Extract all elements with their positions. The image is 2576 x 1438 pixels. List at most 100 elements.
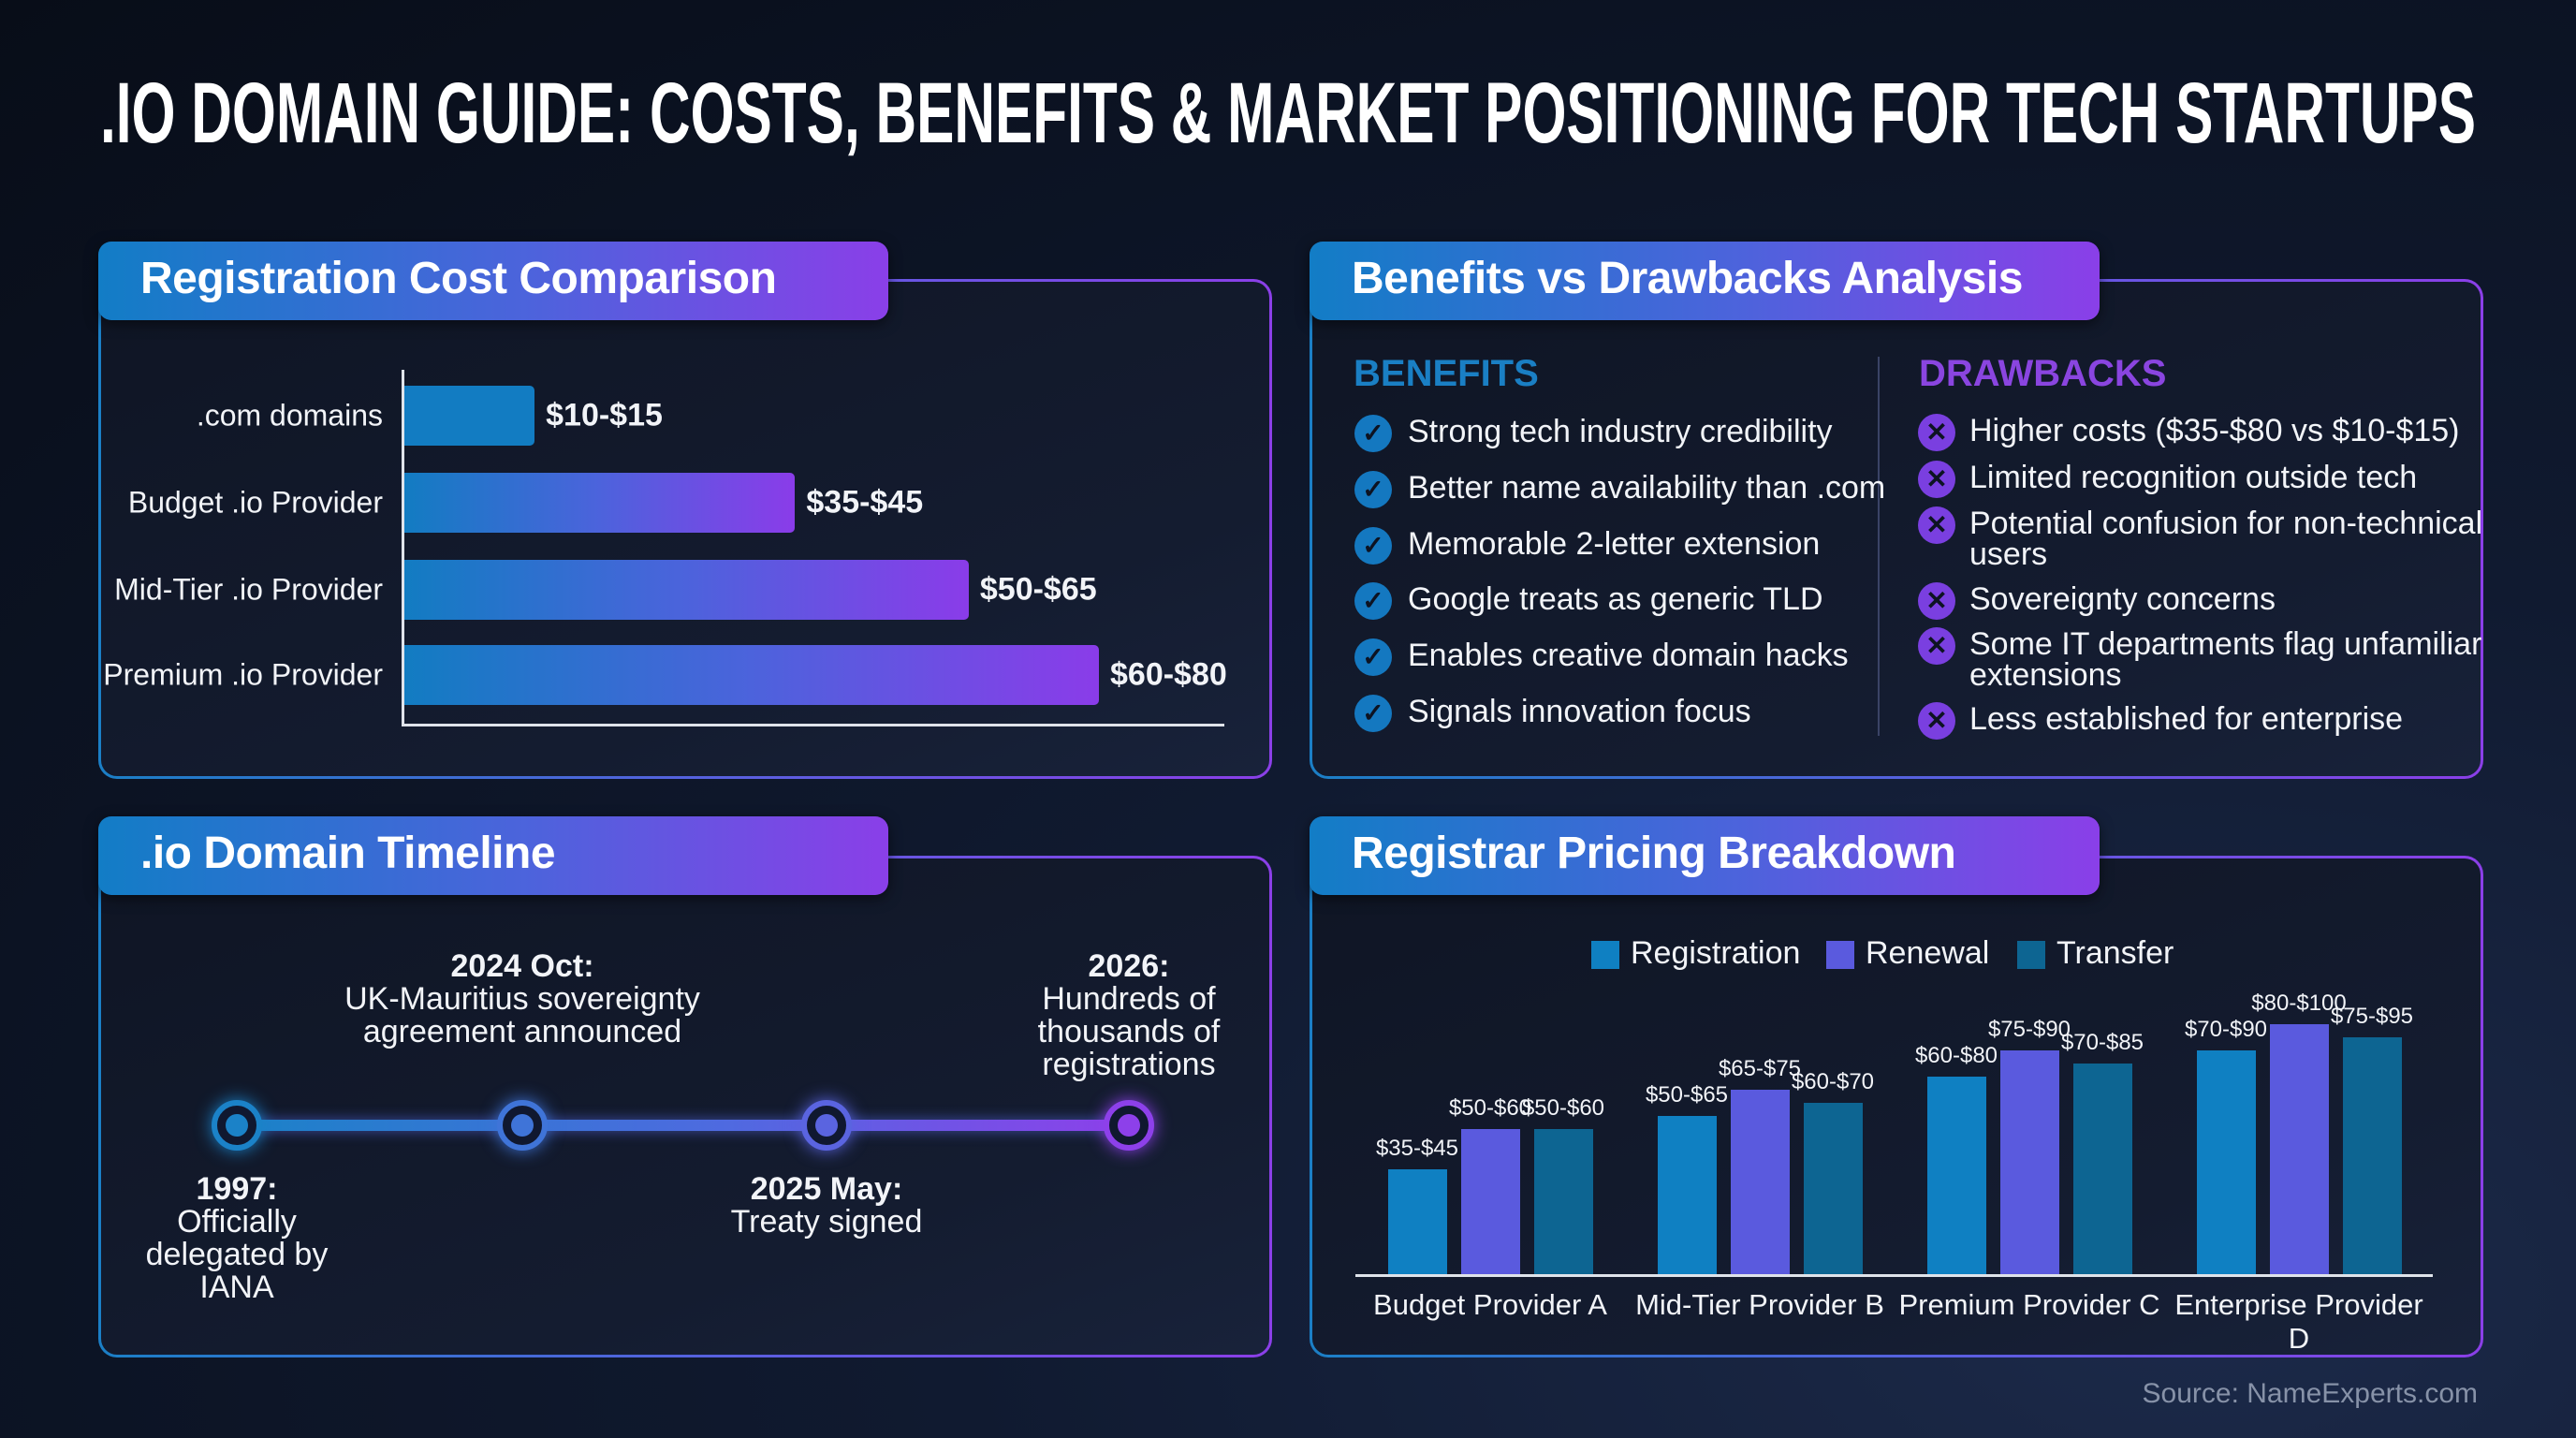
legend-swatch bbox=[2017, 941, 2045, 969]
benefits-heading: BENEFITS bbox=[1354, 353, 1539, 394]
price-bar bbox=[1388, 1168, 1447, 1274]
bar-category-label: .com domains bbox=[196, 398, 383, 433]
price-bar bbox=[1534, 1129, 1593, 1274]
timeline-event-text: UK-Mauritius sovereignty agreement annou… bbox=[344, 981, 700, 1049]
bar-value-label: $65-$75 bbox=[1718, 1056, 1802, 1082]
timeline-node bbox=[212, 1100, 262, 1151]
drawback-text: Some IT departments flag unfamiliar exte… bbox=[1969, 626, 2482, 693]
source-note: Source: NameExperts.com bbox=[2142, 1378, 2478, 1409]
column-divider bbox=[1878, 357, 1880, 736]
benefit-text: Memorable 2-letter extension bbox=[1408, 526, 1821, 562]
cost-bar bbox=[404, 386, 535, 446]
bar-category-label: Mid-Tier .io Provider bbox=[114, 572, 383, 607]
category-label: Premium Provider C bbox=[1898, 1288, 2160, 1321]
bar-value-label: $50-$65 bbox=[979, 571, 1097, 608]
bar-value-label: $50-$60 bbox=[1448, 1095, 1532, 1122]
benefits-panel-header: Benefits vs Drawbacks Analysis bbox=[1310, 242, 2100, 320]
check-circle-icon: ✓ bbox=[1354, 527, 1392, 565]
registrar-panel-title: Registrar Pricing Breakdown bbox=[1352, 829, 1956, 878]
drawback-text: Potential confusion for non-technical us… bbox=[1969, 506, 2483, 572]
x-circle-icon: ✕ bbox=[1918, 414, 1955, 451]
bar-value-label: $75-$95 bbox=[2330, 1004, 2414, 1030]
drawbacks-heading: DRAWBACKS bbox=[1919, 353, 2167, 394]
timeline-node-dot bbox=[511, 1114, 534, 1137]
price-bar bbox=[1804, 1103, 1863, 1274]
bar-value-label: $50-$65 bbox=[1645, 1082, 1729, 1108]
timeline-event: 2025 May: Treaty signed bbox=[630, 1173, 1023, 1239]
bar-value-label: $35-$45 bbox=[806, 484, 924, 521]
timeline-event: 2024 Oct: UK-Mauritius sovereignty agreem… bbox=[326, 950, 719, 1049]
drawback-text: Less established for enterprise bbox=[1969, 701, 2404, 737]
timeline-event: 1997: Officially delegated by IANA bbox=[40, 1173, 433, 1304]
timeline-node bbox=[1104, 1100, 1154, 1151]
cost-panel-title: Registration Cost Comparison bbox=[140, 254, 777, 303]
timeline-event-text: Hundreds of thousands of registrations bbox=[1037, 981, 1221, 1082]
price-bar bbox=[2270, 1024, 2329, 1274]
bar-value-label: $60-$70 bbox=[1791, 1069, 1875, 1095]
drawback-text: Sovereignty concerns bbox=[1969, 581, 2276, 617]
bar-category-label: Premium .io Provider bbox=[103, 657, 383, 692]
y-axis-line bbox=[402, 370, 404, 726]
x-circle-icon: ✕ bbox=[1918, 506, 1955, 544]
benefit-text: Signals innovation focus bbox=[1408, 694, 1751, 729]
price-bar bbox=[2197, 1050, 2256, 1274]
bar-value-label: $80-$100 bbox=[2251, 990, 2347, 1016]
price-bar bbox=[2073, 1064, 2132, 1274]
x-circle-icon: ✕ bbox=[1918, 461, 1955, 498]
timeline-panel-title: .io Domain Timeline bbox=[140, 829, 556, 878]
timeline-event-date: 1997: bbox=[196, 1171, 278, 1207]
price-bar bbox=[1658, 1116, 1717, 1274]
check-circle-icon: ✓ bbox=[1354, 471, 1392, 508]
bar-value-label: $60-$80 bbox=[1914, 1043, 1998, 1069]
check-circle-icon: ✓ bbox=[1354, 582, 1392, 620]
cost-panel-header: Registration Cost Comparison bbox=[98, 242, 888, 320]
page-title: .IO DOMAIN GUIDE: COSTS, BENEFITS & MARK… bbox=[100, 66, 2476, 161]
check-circle-icon: ✓ bbox=[1354, 415, 1392, 452]
price-bar bbox=[2000, 1050, 2059, 1274]
timeline-node-dot bbox=[226, 1114, 248, 1137]
bar-category-label: Budget .io Provider bbox=[127, 485, 383, 520]
bar-value-label: $75-$90 bbox=[1987, 1017, 2071, 1043]
category-label: Budget Provider A bbox=[1373, 1288, 1607, 1321]
timeline-event-date: 2024 Oct: bbox=[450, 948, 594, 984]
timeline-node-dot bbox=[815, 1114, 838, 1137]
bar-value-label: $35-$45 bbox=[1375, 1135, 1459, 1161]
price-bar bbox=[1461, 1129, 1520, 1274]
benefits-panel-title: Benefits vs Drawbacks Analysis bbox=[1352, 254, 2023, 303]
price-bar bbox=[1927, 1077, 1986, 1274]
x-axis-line bbox=[1355, 1274, 2433, 1277]
legend-label: Registration bbox=[1631, 935, 1801, 971]
timeline-event-date: 2025 May: bbox=[750, 1171, 903, 1207]
legend-label: Transfer bbox=[2056, 935, 2174, 971]
category-label: Enterprise Provider D bbox=[2174, 1288, 2423, 1355]
legend-swatch bbox=[1591, 941, 1619, 969]
benefit-text: Better name availability than .com bbox=[1408, 470, 1886, 506]
legend-swatch bbox=[1826, 941, 1854, 969]
x-circle-icon: ✕ bbox=[1918, 702, 1955, 740]
cost-bar bbox=[404, 473, 796, 533]
benefits-panel bbox=[1310, 279, 2483, 779]
drawback-text: Limited recognition outside tech bbox=[1969, 460, 2418, 495]
timeline-event-text: Treaty signed bbox=[730, 1204, 923, 1240]
cost-bar bbox=[404, 560, 969, 620]
drawback-text: Higher costs ($35-$80 vs $10-$15) bbox=[1969, 413, 2460, 448]
x-axis-line bbox=[402, 724, 1224, 726]
bar-value-label: $70-$85 bbox=[2060, 1030, 2144, 1056]
timeline-node-dot bbox=[1118, 1114, 1140, 1137]
timeline-node bbox=[497, 1100, 548, 1151]
bar-value-label: $10-$15 bbox=[546, 397, 663, 433]
benefit-text: Google treats as generic TLD bbox=[1408, 581, 1823, 617]
bar-value-label: $60-$80 bbox=[1110, 656, 1227, 693]
timeline-event-text: Officially delegated by IANA bbox=[145, 1204, 329, 1305]
benefit-text: Strong tech industry credibility bbox=[1408, 414, 1833, 449]
price-bar bbox=[2343, 1037, 2402, 1274]
legend-label: Renewal bbox=[1866, 935, 1990, 971]
page-title-wrapper: .IO DOMAIN GUIDE: COSTS, BENEFITS & MARK… bbox=[100, 66, 2476, 161]
benefit-text: Enables creative domain hacks bbox=[1408, 638, 1849, 673]
category-label: Mid-Tier Provider B bbox=[1635, 1288, 1884, 1321]
registrar-panel-header: Registrar Pricing Breakdown bbox=[1310, 816, 2100, 895]
bar-value-label: $70-$90 bbox=[2184, 1017, 2268, 1043]
cost-bar bbox=[404, 645, 1099, 705]
timeline-panel-header: .io Domain Timeline bbox=[98, 816, 888, 895]
x-circle-icon: ✕ bbox=[1918, 627, 1955, 665]
